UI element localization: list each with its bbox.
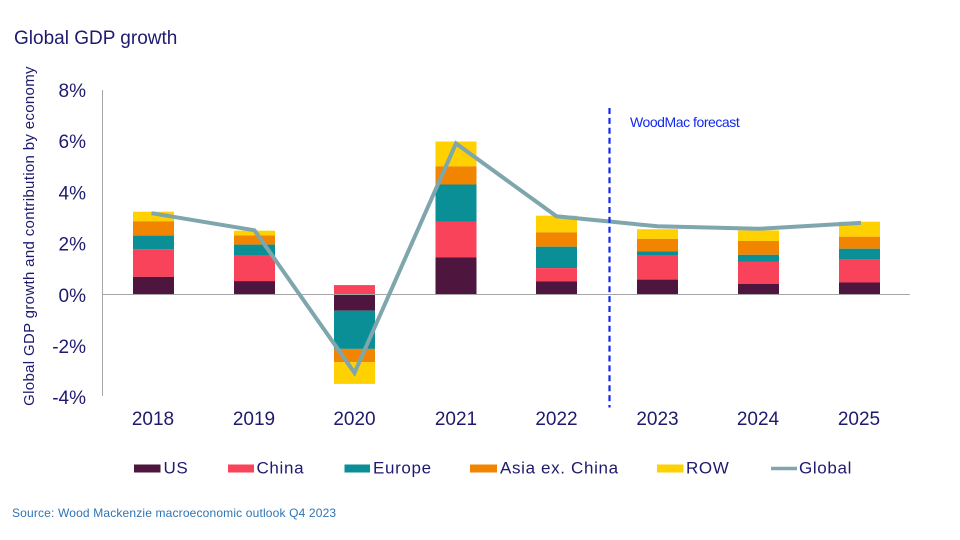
svg-text:Global: Global [799, 459, 852, 478]
svg-text:2024: 2024 [737, 409, 780, 430]
svg-text:Europe: Europe [373, 459, 432, 478]
svg-text:Source: Wood Mackenzie macroec: Source: Wood Mackenzie macroeconomic out… [12, 506, 336, 520]
svg-text:2019: 2019 [233, 409, 275, 430]
svg-text:China: China [257, 459, 305, 478]
svg-text:Global GDP growth and contribu: Global GDP growth and contribution by ec… [21, 66, 38, 406]
svg-text:2%: 2% [59, 235, 87, 256]
svg-text:8%: 8% [59, 81, 87, 102]
svg-text:ROW: ROW [686, 459, 730, 478]
svg-text:-4%: -4% [52, 388, 86, 409]
svg-text:2022: 2022 [535, 409, 577, 430]
svg-text:WoodMac forecast: WoodMac forecast [630, 114, 740, 130]
svg-text:2018: 2018 [132, 409, 174, 430]
svg-text:6%: 6% [59, 132, 87, 153]
svg-text:2021: 2021 [435, 409, 477, 430]
svg-text:-2%: -2% [52, 337, 86, 358]
svg-text:0%: 0% [59, 286, 87, 307]
svg-text:Global GDP growth: Global GDP growth [14, 28, 177, 49]
svg-text:Asia ex. China: Asia ex. China [500, 459, 619, 478]
svg-text:2023: 2023 [636, 409, 678, 430]
svg-text:4%: 4% [59, 183, 87, 204]
svg-text:US: US [164, 459, 189, 478]
svg-text:2025: 2025 [838, 409, 880, 430]
svg-text:2020: 2020 [333, 409, 375, 430]
